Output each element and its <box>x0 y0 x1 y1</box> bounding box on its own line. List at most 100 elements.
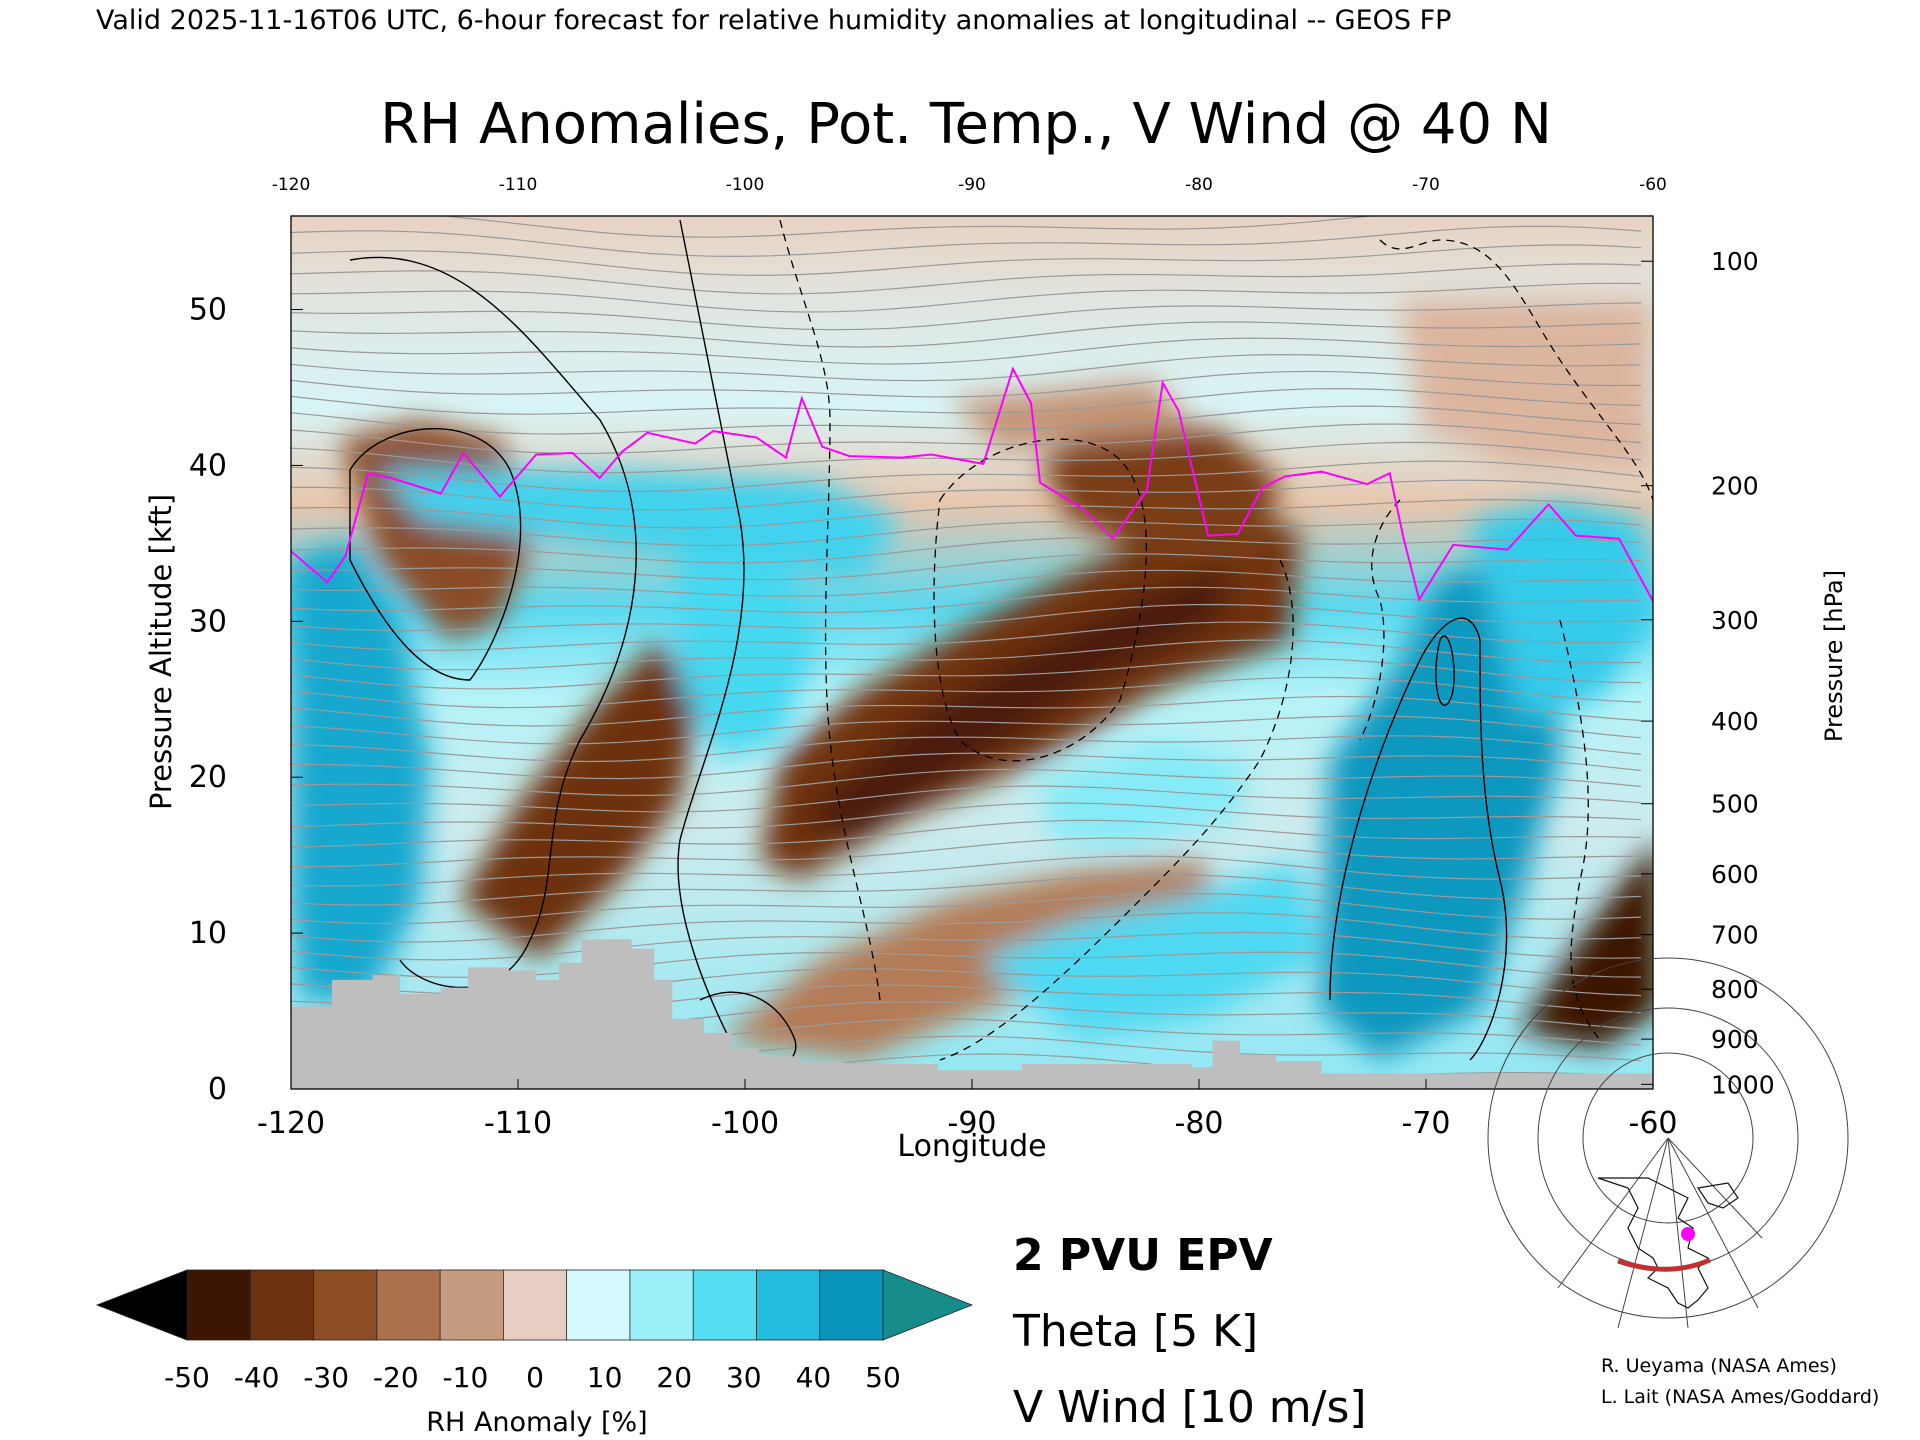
chart-title: RH Anomalies, Pot. Temp., V Wind @ 40 N <box>380 92 1552 157</box>
x-tick-label: -90 <box>948 1106 997 1141</box>
theta-contour-line <box>291 603 1642 632</box>
x-top-tick-label: -100 <box>726 175 765 195</box>
x-tick-label: -70 <box>1402 1106 1451 1141</box>
theta-contour-line <box>291 676 1642 709</box>
colorbar-tick-label: -20 <box>373 1361 419 1394</box>
theta-contour-line <box>291 873 1642 906</box>
moist-anomaly-lower-mid <box>980 860 1320 1040</box>
colorbar-over-arrow <box>882 1269 974 1341</box>
x-top-tick-label: -110 <box>499 175 538 195</box>
terrain-mask <box>291 939 1653 1089</box>
y-tick-label: 0 <box>208 1072 227 1107</box>
dry-anomaly-lower-band <box>720 860 1230 1060</box>
colorbar-tick-label: -10 <box>443 1361 489 1394</box>
colorbar-tick-label: 50 <box>865 1361 901 1394</box>
v-wind-negative-contour-2 <box>939 559 1294 1061</box>
pressure-tick-label: 200 <box>1711 472 1759 501</box>
theta-contour-line <box>291 586 1642 614</box>
epv-2pvu-line <box>291 366 1653 603</box>
credit-line-2: L. Lait (NASA Ames/Goddard) <box>1601 1386 1879 1408</box>
theta-contour-line <box>291 387 1642 415</box>
colorbar-swatch <box>629 1269 695 1341</box>
y-axis-right-label: Pressure [hPa] <box>1820 570 1848 742</box>
dry-anomaly-top-mid <box>950 380 1200 450</box>
v-wind-negative-contours <box>779 219 1653 1061</box>
theta-contour-line <box>291 441 1642 474</box>
moist-anomaly-tropopause-band <box>380 470 900 580</box>
dry-anomaly-core <box>800 560 1230 840</box>
theta-contour-line <box>291 892 1642 925</box>
theta-contour-line <box>291 244 1642 276</box>
dry-anomaly-west-column <box>460 640 700 960</box>
x-tick-label: -60 <box>1629 1106 1678 1141</box>
x-top-tick-label: -80 <box>1185 175 1213 195</box>
v-wind-positive-closed-east <box>1435 635 1455 707</box>
y-axis-right-pressure: 100 200 300 400 500 600 700 800 900 1000 <box>1641 247 1775 1099</box>
theta-contour-line <box>291 715 1642 745</box>
credit-line-1: R. Ueyama (NASA Ames) <box>1601 1355 1837 1377</box>
theta-contour-line <box>291 931 1642 961</box>
colorbar-swatch <box>376 1269 441 1341</box>
theta-contour-line <box>291 837 1642 868</box>
pressure-tick-label: 1000 <box>1711 1070 1775 1099</box>
colorbar-tick-label: -50 <box>164 1361 210 1394</box>
x-axis-top: -120 -110 -100 -90 -80 -70 -60 <box>272 175 1667 195</box>
rh-anomaly-field-blobs <box>291 300 1653 1060</box>
x-axis-label: Longitude <box>897 1129 1046 1164</box>
colorbar: -50 -40 -30 -20 -10 0 10 20 30 40 50 <box>95 1269 974 1394</box>
colorbar-swatch <box>249 1269 315 1341</box>
moist-anomaly-lower-west <box>1040 740 1250 850</box>
v-wind-contours <box>349 219 1508 1071</box>
theta-contour-line <box>291 912 1642 943</box>
pressure-tick-label: 500 <box>1711 790 1759 819</box>
inset-map-location-marker <box>1681 1227 1695 1241</box>
y-tick-label: 30 <box>189 604 227 639</box>
v-wind-negative-contour-5 <box>1559 619 1601 1041</box>
theta-contour-line <box>291 536 1642 564</box>
theta-contour-line <box>291 405 1642 435</box>
plot-area <box>291 216 1653 1089</box>
theta-contour-line <box>291 337 1642 365</box>
theta-contour-line <box>291 639 1642 671</box>
y-tick-label: 50 <box>189 293 227 328</box>
theta-contour-line <box>291 479 1642 511</box>
x-top-tick-label: -60 <box>1639 175 1667 195</box>
theta-contour-line <box>291 353 1642 382</box>
theta-contour-line <box>436 216 1378 238</box>
colorbar-label: RH Anomaly [%] <box>426 1407 647 1438</box>
theta-contour-line <box>291 321 1642 348</box>
theta-contour-line <box>291 768 1642 797</box>
v-wind-zero-line-west <box>677 219 745 1041</box>
theta-contour-line <box>291 735 1642 763</box>
x-top-tick-label: -120 <box>272 175 311 195</box>
inset-map-background <box>1558 1168 1762 1320</box>
y-tick-label: 20 <box>189 760 227 795</box>
pressure-tick-label: 700 <box>1711 921 1759 950</box>
v-wind-negative-closed-central <box>933 438 1148 762</box>
x-top-tick-label: -90 <box>958 175 986 195</box>
x-tick-label: -80 <box>1175 1106 1224 1141</box>
colorbar-swatch <box>692 1269 758 1341</box>
legend-theta: Theta [5 K] <box>1012 1306 1258 1357</box>
pressure-tick-label: 300 <box>1711 606 1759 635</box>
theta-contour-line <box>291 785 1642 813</box>
colorbar-swatch <box>502 1269 568 1341</box>
theta-contour-line <box>291 855 1642 887</box>
colorbar-tick-label: 30 <box>726 1361 762 1394</box>
valid-time-line: Valid 2025-11-16T06 UTC, 6-hour forecast… <box>96 5 1451 36</box>
theta-contour-line <box>291 225 1642 258</box>
legend-epv: 2 PVU EPV <box>1013 1230 1273 1281</box>
theta-contour-line <box>291 802 1642 829</box>
theta-contour-line <box>291 370 1642 398</box>
legend-vwind: V Wind [10 m/s] <box>1013 1382 1367 1433</box>
colorbar-swatch <box>439 1269 505 1341</box>
colorbar-swatch <box>313 1269 378 1341</box>
inset-map-40n-track <box>1617 1257 1711 1272</box>
x-tick-label: -100 <box>711 1106 779 1141</box>
theta-contour-line <box>291 302 1642 331</box>
colorbar-tick-label: -40 <box>234 1361 280 1394</box>
colorbar-tick-label: 10 <box>587 1361 623 1394</box>
inset-map-coastline <box>1597 1177 1739 1309</box>
v-wind-negative-contour-1 <box>779 219 881 1001</box>
theta-contour-line <box>291 282 1642 313</box>
